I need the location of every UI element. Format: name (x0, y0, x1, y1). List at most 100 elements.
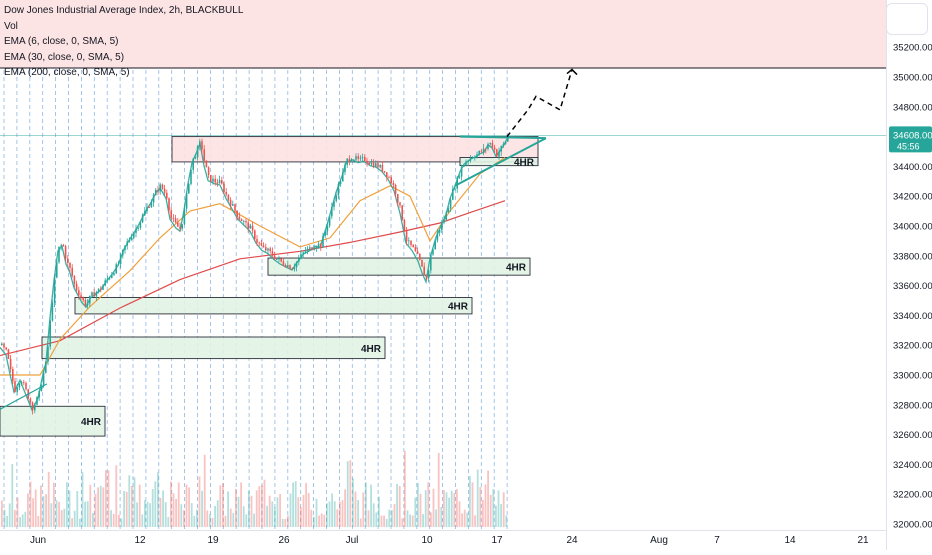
volume-bar (315, 498, 318, 527)
legend-ema30[interactable]: EMA (30, close, 0, SMA, 5) (4, 51, 125, 63)
volume-bar (120, 518, 123, 527)
volume-bar (21, 514, 24, 527)
candle-body (45, 361, 47, 373)
candle-body (42, 372, 45, 386)
candle-body (60, 245, 62, 247)
volume-bar (500, 503, 502, 527)
volume-bar (297, 497, 300, 527)
candle-body (357, 156, 359, 159)
volume-bar (3, 509, 6, 527)
volume-bar (354, 491, 357, 527)
price-axis-label: 32800.00 (893, 400, 932, 411)
volume-bar (34, 489, 37, 527)
candle-body (113, 273, 115, 275)
volume-bar (1, 500, 3, 527)
candle-body (7, 349, 10, 359)
volume-bar (237, 496, 240, 527)
volume-bar (435, 509, 437, 527)
candle-body (421, 259, 423, 267)
volume-bar (196, 509, 198, 527)
volume-bar (268, 495, 271, 527)
candle-body (408, 240, 410, 242)
volume-bar (180, 504, 183, 527)
candle-body (56, 262, 58, 278)
tradingview-logo-icon[interactable] (886, 3, 928, 35)
candle-body (392, 183, 395, 186)
candle-body (5, 347, 7, 350)
candle-body (152, 195, 155, 203)
volume-bar (190, 503, 193, 527)
candle-body (432, 249, 434, 255)
volume-bar (479, 487, 482, 527)
volume-bar (29, 481, 32, 527)
candle-body (287, 265, 289, 267)
volume-bar (266, 505, 268, 527)
legend-vol[interactable]: Vol (4, 20, 18, 32)
candle-body (447, 208, 450, 213)
candle-body (232, 204, 234, 206)
candle-body (69, 262, 71, 268)
candle-body (313, 248, 315, 250)
candle-body (192, 158, 194, 170)
price-axis-label: 35000.00 (893, 73, 932, 84)
volume-bar (482, 500, 484, 527)
candle-body (91, 292, 93, 296)
legend-ema6[interactable]: EMA (6, close, 0, SMA, 5) (4, 36, 119, 47)
candle-body (185, 193, 188, 209)
candle-body (236, 210, 238, 217)
volume-bar (261, 485, 263, 527)
candle-body (423, 266, 425, 276)
candle-body (443, 219, 445, 223)
volume-bar (430, 512, 432, 527)
candle-body (278, 258, 280, 260)
legend-ema200[interactable]: EMA (200, close, 0, SMA, 5) (4, 67, 130, 78)
volume-bar (502, 492, 505, 527)
volume-bar (138, 484, 141, 527)
candle-body (403, 219, 406, 231)
zone-label: 4HR (361, 344, 382, 355)
candle-body (465, 161, 467, 165)
candle-body (394, 185, 397, 194)
volume-bar (102, 487, 105, 527)
candle-body (306, 248, 309, 252)
candle-body (293, 267, 296, 270)
candle-body (379, 165, 381, 168)
volume-bar (66, 482, 68, 527)
candle-body (273, 255, 276, 260)
time-axis-label: 26 (278, 535, 290, 546)
candle-body (194, 157, 197, 159)
legend-title[interactable]: Dow Jones Industrial Average Index, 2h, … (4, 5, 244, 16)
volume-bar (380, 515, 383, 527)
candle-body (500, 146, 502, 152)
candle-body (353, 159, 355, 161)
time-axis-label: 19 (207, 535, 219, 546)
candle-body (493, 147, 496, 150)
candle-body (40, 385, 43, 392)
volume-bar (19, 517, 21, 527)
candle-body (364, 156, 366, 161)
volume-bar (8, 503, 11, 527)
volume-bar (463, 509, 466, 527)
volume-bar (476, 469, 479, 527)
volume-bar (11, 464, 14, 527)
candle-body (221, 180, 223, 184)
candle-body (190, 169, 192, 184)
candle-body (29, 398, 32, 403)
candle-body (434, 240, 436, 250)
candle-body (298, 258, 300, 262)
candle-body (478, 150, 480, 155)
candle-body (271, 251, 274, 256)
volume-bar (375, 512, 378, 527)
volume-bar (258, 486, 261, 527)
candle-body (183, 208, 186, 225)
candle-body (168, 198, 170, 211)
candle-body (137, 227, 139, 229)
support-zone (74, 297, 473, 315)
candle-body (324, 231, 326, 236)
candle-body (441, 222, 443, 231)
candle-body (20, 382, 23, 384)
volume-bar (193, 515, 196, 527)
